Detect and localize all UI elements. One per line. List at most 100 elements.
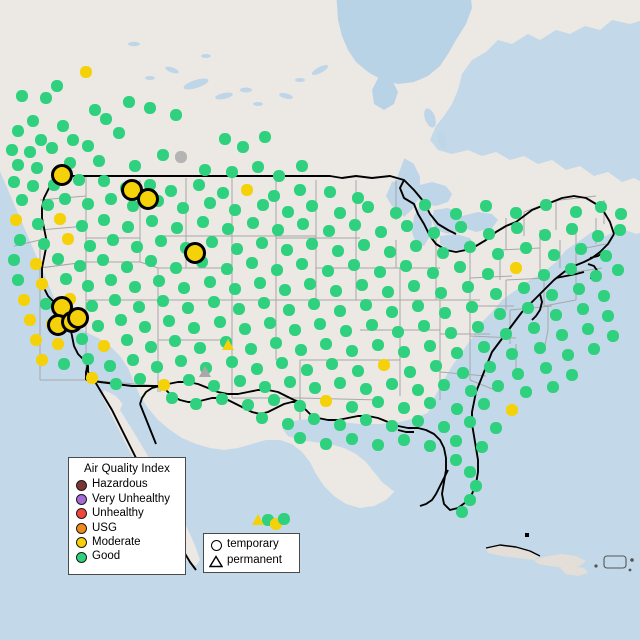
monitor-dot[interactable] [386,378,398,390]
monitor-dot[interactable] [573,283,585,295]
monitor-dot[interactable] [82,280,94,292]
monitor-dot[interactable] [566,223,578,235]
monitor-triangle-permanent[interactable] [252,514,264,525]
monitor-dot[interactable] [607,330,619,342]
monitor-dot[interactable] [84,240,96,252]
monitor-dot[interactable] [144,179,156,191]
monitor-dot[interactable] [506,404,518,416]
monitor-dot[interactable] [276,357,288,369]
monitor-dot[interactable] [129,281,141,293]
monitor-dot[interactable] [476,441,488,453]
monitor-dot[interactable] [386,420,398,432]
monitor-dot[interactable] [32,218,44,230]
monitor-dot[interactable] [48,179,60,191]
monitor-dot[interactable] [278,513,290,525]
monitor-dot[interactable] [259,381,271,393]
monitor-dot[interactable] [127,200,139,212]
monitor-dot[interactable] [279,284,291,296]
monitor-dot[interactable] [12,125,24,137]
monitor-dot[interactable] [57,120,69,132]
monitor-dot[interactable] [362,201,374,213]
monitor-dot[interactable] [54,213,66,225]
monitor-dot[interactable] [175,355,187,367]
monitor-dot[interactable] [10,214,22,226]
monitor-dot[interactable] [241,184,253,196]
monitor-dot[interactable] [6,144,18,156]
monitor-dot[interactable] [506,348,518,360]
monitor-dot[interactable] [27,180,39,192]
monitor-dot[interactable] [534,342,546,354]
monitor-dot[interactable] [222,223,234,235]
monitor-dot[interactable] [295,344,307,356]
monitor-dot[interactable] [454,261,466,273]
monitor-dot[interactable] [237,141,249,153]
monitor-dot[interactable] [520,386,532,398]
monitor-dot[interactable] [199,164,211,176]
monitor-dot[interactable] [217,187,229,199]
monitor-dot[interactable] [144,102,156,114]
monitor-dot[interactable] [556,329,568,341]
monitor-dot[interactable] [478,398,490,410]
monitor-dot[interactable] [309,382,321,394]
monitor-dot[interactable] [62,233,74,245]
monitor-dot[interactable] [122,221,134,233]
monitor-dot[interactable] [139,321,151,333]
monitor-dot[interactable] [27,115,39,127]
monitor-dot[interactable] [418,320,430,332]
monitor-dot[interactable] [512,368,524,380]
monitor-dot[interactable] [412,300,424,312]
monitor-dot[interactable] [98,340,110,352]
monitor-dot[interactable] [366,319,378,331]
monitor-dot[interactable] [273,170,285,182]
monitor-dot[interactable] [457,367,469,379]
monitor-dot[interactable] [435,287,447,299]
monitor-dot[interactable] [540,199,552,211]
monitor-dot[interactable] [36,354,48,366]
monitor-dot[interactable] [378,359,390,371]
monitor-dot[interactable] [204,276,216,288]
monitor-dot[interactable] [386,306,398,318]
monitor-dot[interactable] [297,218,309,230]
monitor-dot[interactable] [400,260,412,272]
monitor-dot[interactable] [214,316,226,328]
monitor-dot[interactable] [12,274,24,286]
monitor-dot[interactable] [155,235,167,247]
monitor-dot[interactable] [194,342,206,354]
monitor-dot[interactable] [197,216,209,228]
monitor-dot[interactable] [480,200,492,212]
monitor-dot[interactable] [296,160,308,172]
monitor-dot[interactable] [73,174,85,186]
monitor-dot[interactable] [226,356,238,368]
monitor-dot[interactable] [346,345,358,357]
monitor-dot[interactable] [16,90,28,102]
monitor-dot[interactable] [158,379,170,391]
monitor-dot[interactable] [455,221,467,233]
monitor-dot[interactable] [582,323,594,335]
monitor-dot[interactable] [349,219,361,231]
monitor-dot[interactable] [289,324,301,336]
legend-item-usg[interactable]: USG [76,521,178,535]
monitor-dot[interactable] [548,249,560,261]
monitor-dot[interactable] [35,134,47,146]
monitor-dot[interactable] [539,229,551,241]
monitor-dot[interactable] [216,393,228,405]
monitor-dot[interactable] [575,243,587,255]
monitor-dot[interactable] [157,149,169,161]
monitor-dot[interactable] [129,160,141,172]
monitor-dot[interactable] [470,480,482,492]
monitor-dot[interactable] [408,280,420,292]
monitor-dot[interactable] [12,159,24,171]
monitor-dot[interactable] [59,193,71,205]
monitor-dot[interactable] [40,298,52,310]
monitor-dot[interactable] [166,392,178,404]
monitor-dot[interactable] [374,266,386,278]
monitor-dot[interactable] [31,162,43,174]
monitor-dot[interactable] [546,289,558,301]
monitor-dot[interactable] [538,269,550,281]
monitor-dot[interactable] [308,413,320,425]
monitor-dot[interactable] [92,320,104,332]
monitor-dot[interactable] [492,248,504,260]
monitor-dot[interactable] [182,302,194,314]
monitor-dot[interactable] [208,380,220,392]
monitor-dot[interactable] [145,341,157,353]
